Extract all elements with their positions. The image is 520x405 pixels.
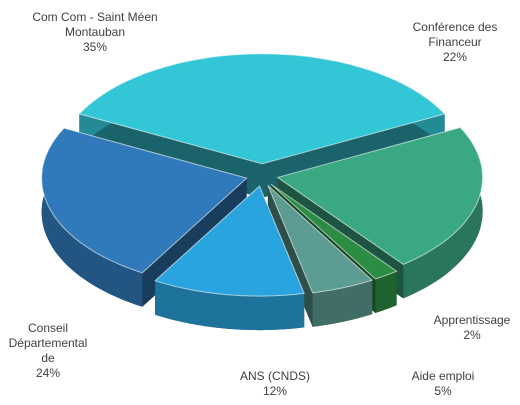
slice [267,185,374,327]
value-label: 35% [82,40,108,54]
slice-top [270,183,398,280]
data-label: Aide emploi 5% [393,369,493,399]
slice [154,185,305,331]
data-label: Apprentissage 2% [417,313,520,343]
slice-top [41,127,248,274]
slice-wall [375,271,397,313]
category-label: ANS (CNDS) [239,369,310,383]
slice-wall [155,280,305,331]
slice-top [276,126,484,265]
category-label: Conseil Départemental de [8,321,88,365]
category-label: Apprentissage [433,313,511,327]
slice-top [154,185,305,297]
value-label: 2% [463,328,481,342]
slice-wall [41,128,143,307]
value-label: 22% [442,50,468,64]
slice-top [267,185,374,294]
category-label: Com Com - Saint Méen Montauban [32,10,158,39]
category-label: Aide emploi [411,369,475,383]
data-label: ANS (CNDS) 12% [225,369,325,399]
slice-top [78,53,446,165]
data-label: Com Com - Saint Méen Montauban 35% [20,10,170,55]
category-label: Conférence des Financeur [412,20,498,49]
data-label: Conseil Départemental de 24% [1,321,96,381]
value-label: 5% [434,384,452,398]
value-label: 24% [35,366,61,380]
slice-wall [312,280,373,327]
data-label: Conférence des Financeur 22% [395,20,515,65]
value-label: 12% [262,384,288,398]
slice-wall [403,127,483,299]
